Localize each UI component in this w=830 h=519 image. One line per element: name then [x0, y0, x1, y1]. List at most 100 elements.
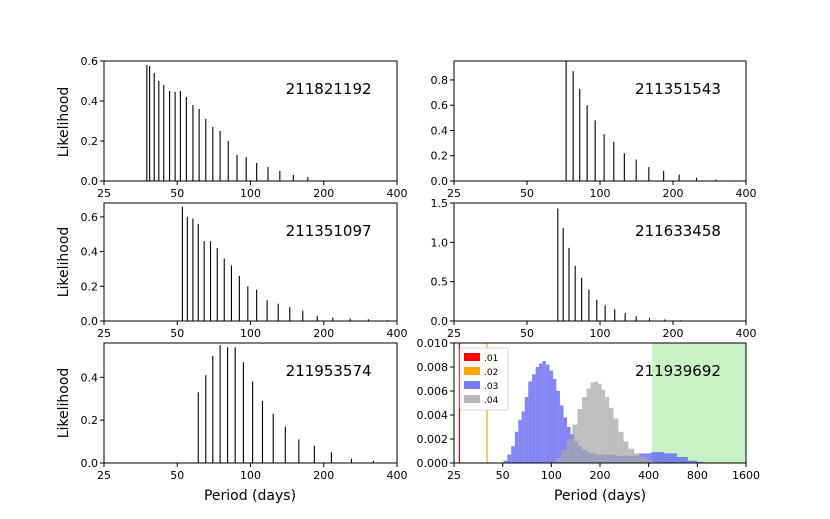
panel-id-label: 211953574 — [286, 362, 372, 380]
hist-bar-04 — [623, 441, 629, 463]
x-tick-label: 400 — [638, 469, 659, 482]
x-axis-label: Period (days) — [204, 488, 296, 504]
x-tick-label: 50 — [170, 327, 184, 340]
x-tick-label: 25 — [447, 187, 461, 200]
hist-bar-03 — [503, 460, 508, 463]
legend-label: .01 — [484, 354, 498, 364]
x-tick-label: 800 — [687, 469, 708, 482]
y-tick-label: 0.0 — [431, 175, 449, 188]
hist-bar-04 — [609, 407, 614, 463]
x-tick-label: 100 — [541, 469, 562, 482]
y-tick-label: 0.8 — [431, 74, 449, 87]
x-tick-label: 100 — [590, 187, 611, 200]
hist-bar-03 — [687, 460, 698, 463]
hist-bar-03 — [663, 453, 677, 463]
hist-bar-03 — [521, 411, 525, 463]
y-tick-label: 0.6 — [431, 99, 449, 112]
x-tick-label: 25 — [97, 187, 111, 200]
hist-bar-03 — [563, 417, 567, 463]
panel-211939692: .01 .02 .03 .04 — [450, 342, 747, 467]
y-tick-label: 0.2 — [431, 150, 449, 163]
y-tick-label: 0.2 — [81, 135, 99, 148]
panel-211953574 — [100, 342, 398, 467]
x-tick-label: 400 — [736, 327, 757, 340]
x-tick-label: 200 — [590, 469, 611, 482]
hist-bar-03 — [539, 363, 543, 463]
x-tick-label: 400 — [736, 187, 757, 200]
y-tick-label: 0.2 — [81, 280, 99, 293]
y-tick-label: 0.2 — [81, 414, 99, 427]
axes-frame — [103, 342, 398, 464]
hist-bar-04 — [561, 449, 567, 463]
hist-bar-04 — [598, 383, 602, 463]
y-axis-label: Likelihood — [56, 87, 72, 158]
axes-frame — [453, 60, 747, 182]
hist-bar-03 — [507, 454, 512, 463]
x-tick-label: 50 — [496, 469, 510, 482]
hist-bar-03 — [514, 431, 519, 463]
y-tick-label: 0.6 — [81, 55, 99, 68]
legend-label: .03 — [484, 382, 498, 392]
panel-id-label: 211633458 — [635, 222, 721, 240]
x-tick-label: 200 — [313, 469, 334, 482]
legend-box — [459, 347, 509, 411]
y-tick-label: 1.0 — [431, 236, 449, 249]
x-tick-label: 200 — [313, 327, 334, 340]
y-tick-label: 0.006 — [417, 385, 449, 398]
hist-bar-03 — [535, 367, 540, 463]
y-axis-label: Likelihood — [56, 227, 72, 298]
x-tick-label: 100 — [590, 327, 611, 340]
hist-bar-03 — [556, 391, 560, 463]
x-tick-label: 25 — [97, 469, 111, 482]
y-tick-label: 0.0 — [81, 457, 99, 470]
hist-bar-03 — [559, 405, 564, 463]
legend-swatch — [464, 381, 480, 389]
hist-bar-04 — [640, 457, 646, 463]
panel-211821192 — [100, 60, 398, 185]
hist-bar-03 — [651, 452, 664, 463]
x-tick-label: 200 — [313, 187, 334, 200]
y-tick-label: 0.4 — [81, 95, 99, 108]
x-tick-label: 50 — [520, 327, 534, 340]
hist-bar-04 — [613, 418, 619, 463]
panel-id-label: 211821192 — [286, 80, 372, 98]
y-tick-label: 0.004 — [417, 409, 449, 422]
x-tick-label: 25 — [97, 327, 111, 340]
hist-bar-03 — [553, 379, 557, 463]
hist-bar-04 — [590, 382, 595, 463]
y-tick-label: 0.5 — [431, 276, 449, 289]
x-tick-label: 25 — [447, 327, 461, 340]
y-tick-label: 0.0 — [81, 175, 99, 188]
y-tick-label: 0.010 — [417, 337, 449, 350]
axes-frame — [103, 202, 398, 322]
y-tick-label: 0.002 — [417, 433, 449, 446]
shaded-range — [652, 343, 746, 463]
y-tick-label: 0.000 — [417, 457, 449, 470]
x-tick-label: 200 — [663, 187, 684, 200]
legend-swatch — [464, 353, 480, 361]
hist-bar-04 — [645, 460, 653, 463]
y-tick-label: 0.4 — [431, 124, 449, 137]
hist-bar-04 — [556, 458, 562, 463]
hist-bar-03 — [676, 457, 688, 463]
x-tick-label: 400 — [387, 187, 408, 200]
x-tick-label: 400 — [387, 469, 408, 482]
panel-id-label: 211351097 — [286, 222, 372, 240]
hist-bar-04 — [628, 448, 635, 463]
hist-bar-03 — [511, 446, 515, 463]
x-tick-label: 100 — [240, 327, 261, 340]
hist-bar-03 — [528, 381, 533, 463]
hist-bar-04 — [601, 389, 606, 463]
x-axis-label: Period (days) — [554, 488, 646, 504]
hist-bar-04 — [577, 409, 583, 463]
hist-bar-04 — [634, 453, 641, 463]
x-tick-label: 400 — [387, 327, 408, 340]
y-tick-label: 0.0 — [431, 315, 449, 328]
panel-211633458 — [450, 202, 747, 325]
hist-bar-03 — [542, 361, 546, 463]
legend-label: .02 — [484, 368, 498, 378]
x-tick-label: 100 — [240, 187, 261, 200]
hist-bar-04 — [566, 439, 573, 463]
hist-bar-03 — [524, 397, 529, 463]
hist-bar-04 — [572, 424, 578, 463]
